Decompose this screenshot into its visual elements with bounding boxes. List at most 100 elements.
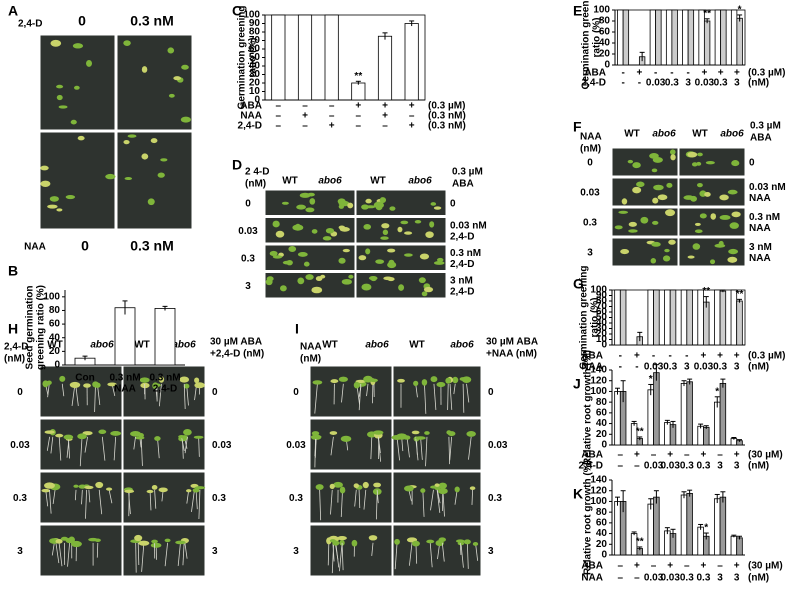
seedling: [146, 489, 154, 494]
row-mark: +: [302, 111, 308, 122]
row-label: 2,4-D: [450, 286, 474, 297]
row-mark: +: [717, 351, 723, 362]
root: [45, 489, 49, 507]
photo: [39, 34, 116, 131]
seedling: [426, 539, 435, 544]
seedling: [135, 436, 145, 440]
row-mark: +: [382, 101, 388, 112]
y-tick-label: 60: [599, 27, 611, 38]
seedling: [179, 376, 190, 383]
bar: [736, 300, 743, 346]
row-mark: –: [618, 450, 624, 461]
seedling: [47, 204, 58, 209]
seedling: [311, 229, 318, 234]
genotype-label: WT: [692, 129, 708, 140]
root: [447, 383, 449, 411]
row-mark: +: [355, 101, 361, 112]
seedling: [311, 286, 323, 294]
significance-label: **: [354, 71, 362, 82]
photo: [392, 471, 482, 524]
y-tick-label: 60: [49, 319, 61, 330]
genotype-label: abo6: [90, 340, 114, 351]
bar: [687, 9, 695, 66]
genotype-label: WT: [409, 340, 425, 351]
root: [314, 383, 318, 414]
y-tick-label: 40: [49, 332, 61, 343]
bar: [703, 20, 711, 66]
row-mark: 3: [685, 78, 691, 89]
row-label: 0.03 nM: [749, 182, 786, 193]
row-label: 0.3: [241, 253, 255, 264]
root: [46, 436, 51, 451]
seedling: [445, 377, 452, 384]
seedling: [178, 434, 185, 439]
genotype-label: abo6: [365, 340, 389, 351]
row-mark: +: [329, 121, 335, 132]
seedling: [183, 383, 190, 389]
row-mark: -: [619, 362, 622, 373]
genotype-label: WT: [134, 340, 150, 351]
seedling: [456, 539, 465, 543]
root: [81, 489, 83, 505]
seedling: [157, 172, 165, 178]
significance-label: *: [738, 5, 742, 16]
seedling: [697, 183, 703, 188]
root: [55, 542, 60, 564]
seedling: [77, 135, 85, 141]
seedling: [44, 430, 55, 434]
genotype-label: abo6: [450, 340, 474, 351]
seedling: [421, 291, 428, 297]
seedling: [666, 182, 673, 188]
root: [370, 436, 373, 460]
y-tick-label: 100: [243, 10, 260, 21]
seedling: [459, 377, 467, 381]
seedling: [58, 105, 68, 109]
seedling: [83, 383, 91, 388]
row-mark: -: [619, 351, 622, 362]
y-tick-label: 60: [249, 44, 261, 55]
root: [183, 383, 186, 409]
bar: [714, 498, 721, 556]
treatment-label: 0.3 µM: [750, 121, 781, 132]
row-mark: -: [670, 68, 673, 79]
seedling: [731, 160, 740, 167]
photo: [309, 365, 393, 418]
row-label: 0.3: [212, 493, 226, 504]
seedling: [731, 211, 741, 218]
row-mark: –: [329, 101, 335, 112]
root: [319, 489, 322, 521]
row-mark: 0.3: [714, 78, 728, 89]
seedling: [60, 536, 69, 541]
root: [135, 542, 137, 573]
bar: [653, 496, 660, 556]
panel-label: B: [8, 263, 18, 279]
seedling: [77, 433, 87, 440]
bar: [614, 501, 621, 556]
root: [84, 436, 88, 453]
root: [358, 489, 361, 509]
photo: [611, 177, 679, 207]
seedling: [92, 381, 99, 388]
factor-label: NAA: [580, 132, 602, 143]
seedling: [70, 540, 82, 548]
row-mark: +: [718, 68, 724, 79]
root: [198, 489, 201, 520]
row-mark: -: [621, 68, 624, 79]
seedling: [640, 216, 649, 224]
seedling: [421, 379, 428, 386]
row-mark: 3: [734, 78, 740, 89]
bar: [614, 289, 621, 346]
row-name: ABA: [581, 450, 603, 461]
root: [50, 436, 54, 454]
seedling: [272, 255, 283, 259]
root: [433, 383, 437, 410]
row-label: 0: [450, 198, 456, 209]
significance-label: **: [636, 427, 644, 438]
row-unit: (30 µM): [748, 561, 783, 572]
seedling: [160, 158, 168, 162]
seedling: [398, 284, 405, 291]
seedling: [420, 488, 426, 493]
row-label: 0: [17, 387, 23, 398]
seedling: [429, 221, 435, 228]
significance-label: **: [703, 8, 711, 19]
